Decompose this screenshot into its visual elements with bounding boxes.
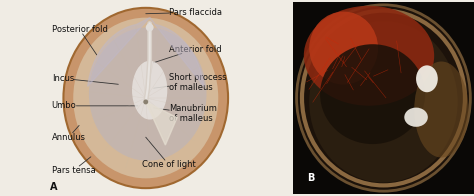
Text: Manubrium
of malleus: Manubrium of malleus [154, 104, 217, 123]
Ellipse shape [404, 108, 428, 127]
Polygon shape [150, 18, 204, 86]
Ellipse shape [73, 18, 218, 178]
Ellipse shape [320, 44, 425, 144]
Text: A: A [50, 182, 57, 192]
Text: Anterior fold: Anterior fold [154, 44, 222, 63]
Polygon shape [88, 18, 150, 86]
Text: Umbo: Umbo [52, 101, 138, 110]
Ellipse shape [146, 24, 154, 31]
Text: Cone of light: Cone of light [142, 137, 196, 169]
Ellipse shape [64, 8, 228, 188]
Ellipse shape [143, 100, 148, 104]
Text: Annulus: Annulus [52, 125, 86, 142]
Text: Pars tensa: Pars tensa [52, 157, 95, 175]
Ellipse shape [89, 27, 207, 161]
Text: Short process
of malleus: Short process of malleus [154, 73, 227, 92]
Text: Posterior fold: Posterior fold [52, 25, 108, 55]
Ellipse shape [304, 6, 434, 106]
Ellipse shape [416, 65, 438, 92]
Text: Incus: Incus [52, 74, 118, 84]
Text: B: B [308, 172, 315, 182]
Ellipse shape [414, 62, 469, 158]
Ellipse shape [132, 61, 167, 120]
Ellipse shape [309, 21, 458, 182]
Ellipse shape [297, 5, 470, 191]
Polygon shape [146, 102, 177, 145]
Ellipse shape [309, 12, 378, 84]
Text: Pars flaccida: Pars flaccida [146, 8, 222, 17]
